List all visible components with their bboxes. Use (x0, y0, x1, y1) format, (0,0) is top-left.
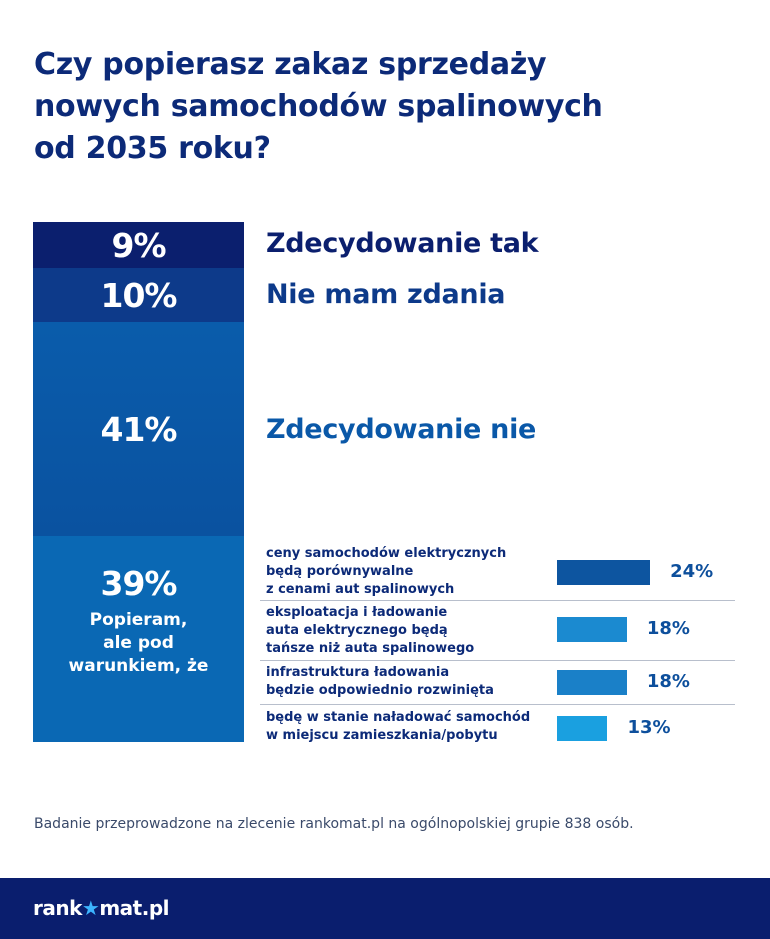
condition-label-line: w miejscu zamieszkania/pobytu (266, 728, 498, 743)
title-line: nowych samochodów spalinowych (34, 89, 603, 124)
condition-label: będę w stanie naładować samochód w miejsc… (266, 709, 530, 745)
row-divider (260, 660, 735, 661)
condition-bar (557, 670, 627, 695)
segment-value: 10% (100, 275, 178, 315)
logo-text: rank (33, 896, 82, 920)
title-line: Czy popierasz zakaz sprzedaży (34, 47, 547, 82)
condition-value-label: 24% (670, 561, 714, 582)
condition-label-line: będą porównywalne (266, 564, 414, 579)
segment-value: 41% (100, 409, 178, 449)
segment-sublabel: Popieram, ale pod warunkiem, że (69, 609, 209, 678)
condition-label-line: eksploatacja i ładowanie (266, 605, 448, 620)
label-zdecydowanie-nie: Zdecydowanie nie (266, 414, 537, 445)
logo-star-icon: ★ (81, 896, 100, 920)
sublabel-line: warunkiem, że (68, 656, 209, 676)
row-divider (260, 600, 735, 601)
condition-value-label: 13% (627, 717, 671, 738)
segment-value: 39% (100, 564, 178, 603)
condition-label-line: infrastruktura ładowania (266, 665, 450, 680)
condition-value-label: 18% (646, 618, 690, 639)
label-nie-mam-zdania: Nie mam zdania (266, 279, 506, 310)
sublabel-line: ale pod (103, 633, 174, 653)
row-divider (260, 704, 735, 705)
condition-bar (557, 716, 608, 741)
condition-label-line: tańsze niż auta spalinowego (266, 641, 475, 656)
condition-label-line: będę w stanie naładować samochód (266, 710, 531, 725)
condition-label-line: z cenami aut spalinowych (266, 582, 455, 597)
page-title: Czy popierasz zakaz sprzedaży nowych sam… (34, 44, 734, 170)
segment-nie-mam-zdania: 10% (33, 268, 244, 322)
condition-bar (557, 617, 627, 642)
condition-label: infrastruktura ładowania będzie odpowiedn… (266, 664, 494, 700)
segment-value: 9% (111, 225, 166, 265)
condition-label-line: będzie odpowiednio rozwinięta (266, 683, 494, 698)
logo-text: mat.pl (99, 896, 170, 920)
condition-bar (557, 560, 651, 585)
sublabel-line: Popieram, (89, 610, 188, 630)
condition-label-line: auta elektrycznego będą (266, 623, 448, 638)
segment-zdecydowanie-tak: 9% (33, 222, 244, 268)
condition-value-label: 18% (646, 671, 690, 692)
rankomat-logo: rank★mat.pl (33, 896, 170, 920)
condition-label-line: ceny samochodów elektrycznych (266, 546, 507, 561)
segment-zdecydowanie-nie: 41% (33, 322, 244, 536)
survey-note: Badanie przeprowadzone na zlecenie ranko… (34, 816, 634, 832)
title-line: od 2035 roku? (34, 131, 271, 166)
segment-popieram-warunkowo: 39% Popieram, ale pod warunkiem, że (33, 536, 244, 742)
condition-label: eksploatacja i ładowanie auta elektryczne… (266, 604, 474, 658)
condition-label: ceny samochodów elektrycznych będą porówn… (266, 545, 506, 599)
label-zdecydowanie-tak: Zdecydowanie tak (266, 228, 539, 259)
footer: rank★mat.pl (0, 878, 770, 939)
